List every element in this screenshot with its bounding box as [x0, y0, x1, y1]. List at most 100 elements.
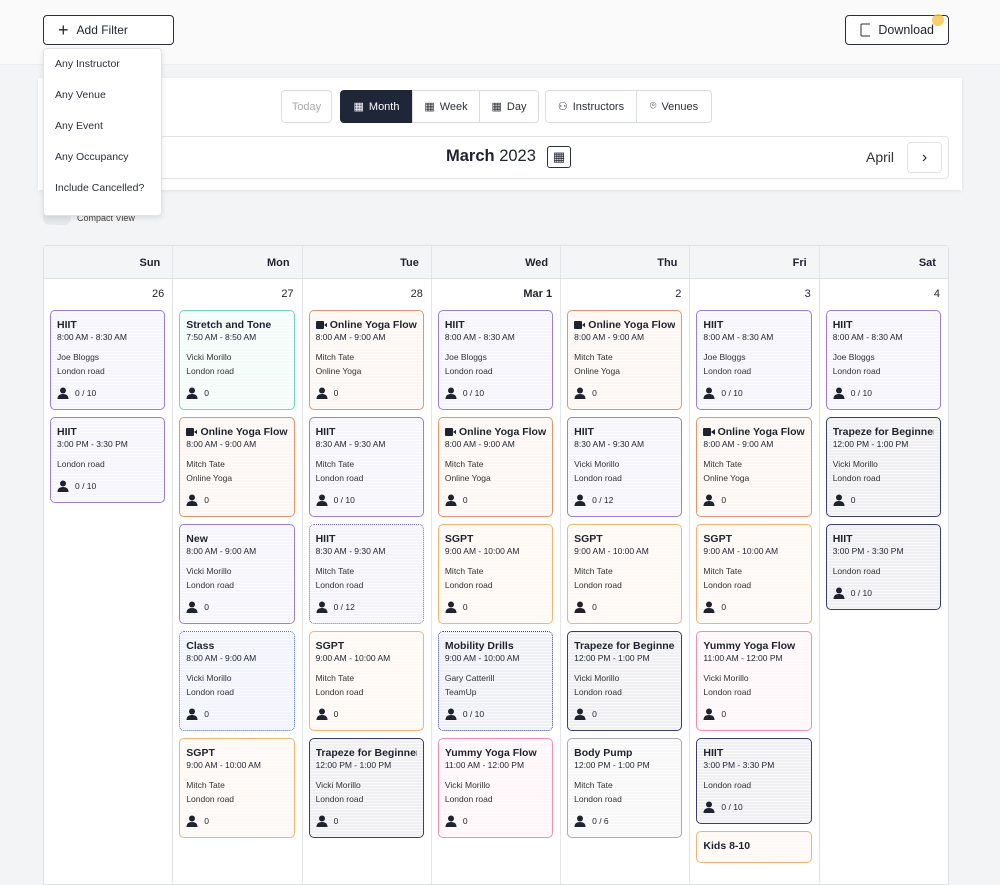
venues-button[interactable]: ⌾ Venues — [636, 90, 712, 123]
event-card[interactable]: New 8:00 AM - 9:00 AM Vicki Morillo London … — [179, 524, 295, 624]
event-card[interactable]: SGPT 9:00 AM - 10:00 AM Mitch Tate London r… — [308, 631, 424, 731]
download-label: Download — [878, 23, 934, 37]
event-card[interactable]: HIIT 8:00 AM - 8:30 AM Joe Bloggs London ro… — [437, 310, 554, 410]
event-venue: London road — [315, 687, 364, 697]
event-card[interactable]: Online Yoga Flow 8:00 AM - 9:00 AM Mitch T… — [308, 310, 424, 410]
event-card[interactable]: SGPT 9:00 AM - 10:00 AM Mitch Tate London r… — [696, 524, 812, 624]
filter-option[interactable]: Any Occupancy — [55, 151, 129, 163]
person-icon — [186, 387, 198, 399]
person-icon — [445, 601, 457, 613]
event-card[interactable]: Online Yoga Flow 8:00 AM - 9:00 AM Mitch T… — [437, 417, 554, 517]
event-card[interactable]: Online Yoga Flow 8:00 AM - 9:00 AM Mitch T… — [567, 310, 683, 410]
instructors-label: Instructors — [572, 100, 625, 113]
event-card[interactable]: Body Pump 12:00 PM - 1:00 PM Mitch Tate Lon… — [567, 738, 683, 838]
person-icon — [316, 708, 328, 720]
event-card[interactable]: HIIT 3:00 PM - 3:30 PM London road 0 / 10 — [50, 417, 166, 503]
event-card[interactable]: Mobility Drills 9:00 AM - 10:00 AM Gary Ca… — [437, 631, 554, 731]
event-card[interactable]: SGPT 9:00 AM - 10:00 AM Mitch Tate London r… — [437, 524, 554, 624]
event-title: HIIT — [703, 318, 724, 331]
occupancy: 0 — [333, 388, 339, 398]
event-venue: Online Yoga — [444, 473, 491, 483]
day-column: Mar 1 HIIT 8:00 AM - 8:30 AM Joe Bloggs Lond… — [430, 279, 560, 884]
event-instructor: Mitch Tate — [315, 673, 355, 683]
person-icon — [57, 480, 69, 492]
event-card[interactable]: SGPT 9:00 AM - 10:00 AM Mitch Tate London r… — [567, 524, 683, 624]
person-icon — [316, 494, 328, 506]
event-venue: London road — [186, 366, 235, 376]
next-button[interactable]: › — [907, 142, 942, 173]
event-card[interactable]: HIIT 8:30 AM - 9:30 AM Vicki Morillo London… — [567, 417, 683, 517]
occupancy: 0 — [462, 495, 468, 505]
occupancy-row: 0 — [186, 386, 287, 400]
today-button[interactable]: Today — [281, 90, 332, 123]
filter-option[interactable]: Include Cancelled? — [55, 182, 145, 194]
event-card[interactable]: HIIT 8:30 AM - 9:30 AM Mitch Tate London ro… — [308, 417, 424, 517]
event-title: SGPT — [315, 639, 345, 652]
event-card[interactable]: HIIT 3:00 PM - 3:30 PM London road 0 / 10 — [696, 738, 812, 824]
event-card[interactable]: Online Yoga Flow 8:00 AM - 9:00 AM Mitch T… — [179, 417, 295, 517]
calendar: Sun Mon Tue Wed Thu Fri Sat 26 HIIT 8:00 AM - 8:… — [43, 245, 949, 885]
week-button[interactable]: ▦ Week — [412, 90, 480, 123]
event-card[interactable]: HIIT 3:00 PM - 3:30 PM London road 0 / 10 — [825, 524, 941, 610]
event-instructor: Mitch Tate — [186, 780, 225, 790]
occupancy-row: 0 — [186, 707, 287, 721]
event-card[interactable]: Yummy Yoga Flow 11:00 AM - 12:00 PM Vicki … — [696, 631, 812, 731]
event-title-row: SGPT — [703, 531, 804, 546]
month-button[interactable]: ▦ Month — [340, 90, 413, 123]
instructors-button[interactable]: ⚇ Instructors — [545, 90, 637, 123]
event-card[interactable]: HIIT 8:00 AM - 8:30 AM Joe Bloggs London ro… — [825, 310, 941, 410]
person-icon — [703, 387, 715, 399]
event-card[interactable]: HIIT 8:00 AM - 8:30 AM Joe Bloggs London ro… — [50, 310, 166, 410]
event-card[interactable]: Online Yoga Flow 8:00 AM - 9:00 AM Mitch T… — [696, 417, 812, 517]
event-title: Trapeze for Beginners — [832, 425, 934, 438]
date-number: 27 — [281, 288, 294, 300]
person-icon — [703, 708, 715, 720]
event-title-row: Mobility Drills — [445, 638, 546, 653]
occupancy: 0 — [850, 495, 856, 505]
event-card[interactable]: Trapeze for Beginners 12:00 PM - 1:00 PM V… — [308, 738, 424, 838]
today-label: Today — [291, 100, 322, 113]
event-venue: TeamUp — [444, 687, 477, 697]
event-time: 11:00 AM - 12:00 PM — [703, 653, 783, 663]
event-venue: London road — [315, 794, 364, 804]
download-button[interactable]: Download — [845, 15, 949, 45]
event-instructor: Mitch Tate — [315, 352, 355, 362]
date-picker-button[interactable]: ▦ — [547, 146, 571, 168]
person-icon — [574, 815, 586, 827]
event-card[interactable]: Class 8:00 AM - 9:00 AM Vicki Morillo Londo… — [179, 631, 295, 731]
event-card[interactable]: Trapeze for Beginners 12:00 PM - 1:00 PM V… — [567, 631, 683, 731]
event-instructor: Joe Bloggs — [444, 352, 487, 362]
event-title-row: HIIT — [57, 317, 158, 332]
event-title: New — [186, 532, 208, 545]
event-card[interactable]: HIIT 8:30 AM - 9:30 AM Mitch Tate London ro… — [308, 524, 424, 624]
event-instructor: Joe Bloggs — [832, 352, 875, 362]
event-card[interactable]: Kids 8-10 — [696, 831, 812, 863]
day-button[interactable]: ▦ Day — [479, 90, 539, 123]
filter-option[interactable]: Any Venue — [55, 89, 106, 101]
event-title-row: SGPT — [186, 745, 287, 760]
day-name: Sun — [139, 257, 161, 269]
event-venue: London road — [186, 687, 235, 697]
filter-option[interactable]: Any Instructor — [55, 58, 120, 70]
venues-label: Venues — [661, 100, 699, 113]
event-time: 8:00 AM - 9:00 AM — [703, 439, 774, 449]
event-card[interactable]: Stretch and Tone 7:50 AM - 8:50 AM Vicki M… — [179, 310, 295, 410]
person-icon — [316, 387, 328, 399]
occupancy: 0 — [592, 388, 597, 398]
event-card[interactable]: HIIT 8:00 AM - 8:30 AM Joe Bloggs London ro… — [696, 310, 812, 410]
person-icon — [703, 494, 715, 506]
event-time: 12:00 PM - 1:00 PM — [574, 760, 650, 770]
event-title-row: Body Pump — [574, 745, 675, 760]
event-card[interactable]: Trapeze for Beginners 12:00 PM - 1:00 PM V… — [825, 417, 941, 517]
event-title: Yummy Yoga Flow — [703, 639, 796, 652]
add-filter-button[interactable]: + Add Filter — [43, 15, 174, 45]
event-card[interactable]: Yummy Yoga Flow 11:00 AM - 12:00 PM Vicki … — [437, 738, 554, 838]
filter-option[interactable]: Any Event — [55, 120, 103, 132]
occupancy-row: 0 — [445, 814, 546, 828]
video-icon — [703, 427, 715, 436]
person-icon — [445, 708, 457, 720]
person-icon — [316, 815, 328, 827]
person-icon — [574, 387, 586, 399]
event-card[interactable]: SGPT 9:00 AM - 10:00 AM Mitch Tate London r… — [179, 738, 295, 838]
event-instructor: Joe Bloggs — [57, 352, 100, 362]
